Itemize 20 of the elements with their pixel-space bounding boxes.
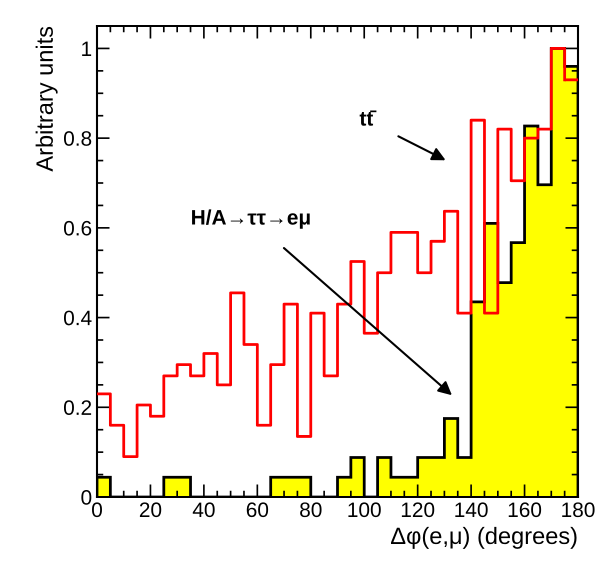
y-tick-label: 0.4 bbox=[64, 310, 92, 326]
x-tick-label: 0 bbox=[92, 502, 102, 518]
y-tick-label: 0.2 bbox=[64, 400, 92, 416]
x-axis-title: Δφ(e,μ) (degrees) bbox=[391, 526, 577, 549]
x-tick-label: 60 bbox=[246, 502, 268, 518]
annotation: H/A→ττ→eμ bbox=[192, 209, 310, 229]
x-tick-label: 80 bbox=[300, 502, 322, 518]
y-tick-label: 0.6 bbox=[64, 220, 92, 236]
y-tick-label: 0.8 bbox=[64, 131, 92, 146]
x-tick-label: 100 bbox=[348, 502, 381, 518]
x-tick-label: 160 bbox=[508, 502, 542, 518]
y-tick-label: 0 bbox=[81, 490, 92, 505]
y-axis-title: Arbitrary units bbox=[36, 26, 58, 172]
x-tick-label: 140 bbox=[455, 502, 488, 518]
x-tick-label: 40 bbox=[192, 502, 215, 518]
annotation: tt̄ bbox=[360, 110, 376, 126]
x-tick-label: 120 bbox=[402, 502, 434, 518]
x-tick-label: 180 bbox=[562, 502, 595, 518]
x-tick-label: 20 bbox=[140, 502, 162, 518]
y-tick-label: 1 bbox=[82, 42, 92, 56]
